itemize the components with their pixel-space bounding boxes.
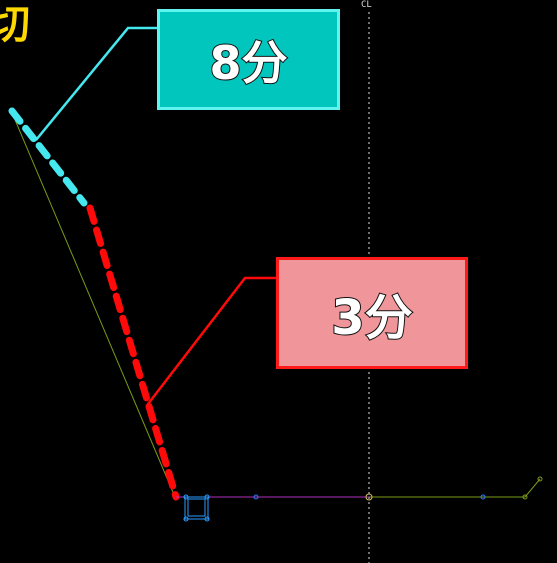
centerline-point: [365, 493, 373, 501]
survey-point: [253, 494, 259, 500]
side-ditch: [183, 494, 210, 522]
edge-point: [522, 494, 528, 500]
slope-callout-8bu-text: 8分: [208, 35, 288, 91]
slope-callout-3bu: 3分: [276, 257, 468, 369]
centerline-label: CL: [361, 0, 372, 10]
slope-callout-3bu-text: 3分: [330, 289, 413, 347]
upper-slope-8bu: [8, 107, 88, 207]
slope-callout-8bu: 8分: [157, 9, 340, 110]
edge-point: [537, 476, 543, 482]
slope-guide-line: [9, 107, 176, 498]
corner-label-fragment: 切: [0, 1, 31, 49]
leader-line-upper: [35, 26, 157, 141]
survey-point: [480, 494, 486, 500]
lower-slope-3bu: [86, 204, 180, 501]
leader-line-lower: [147, 276, 276, 405]
edge-slope-right: [524, 478, 541, 498]
